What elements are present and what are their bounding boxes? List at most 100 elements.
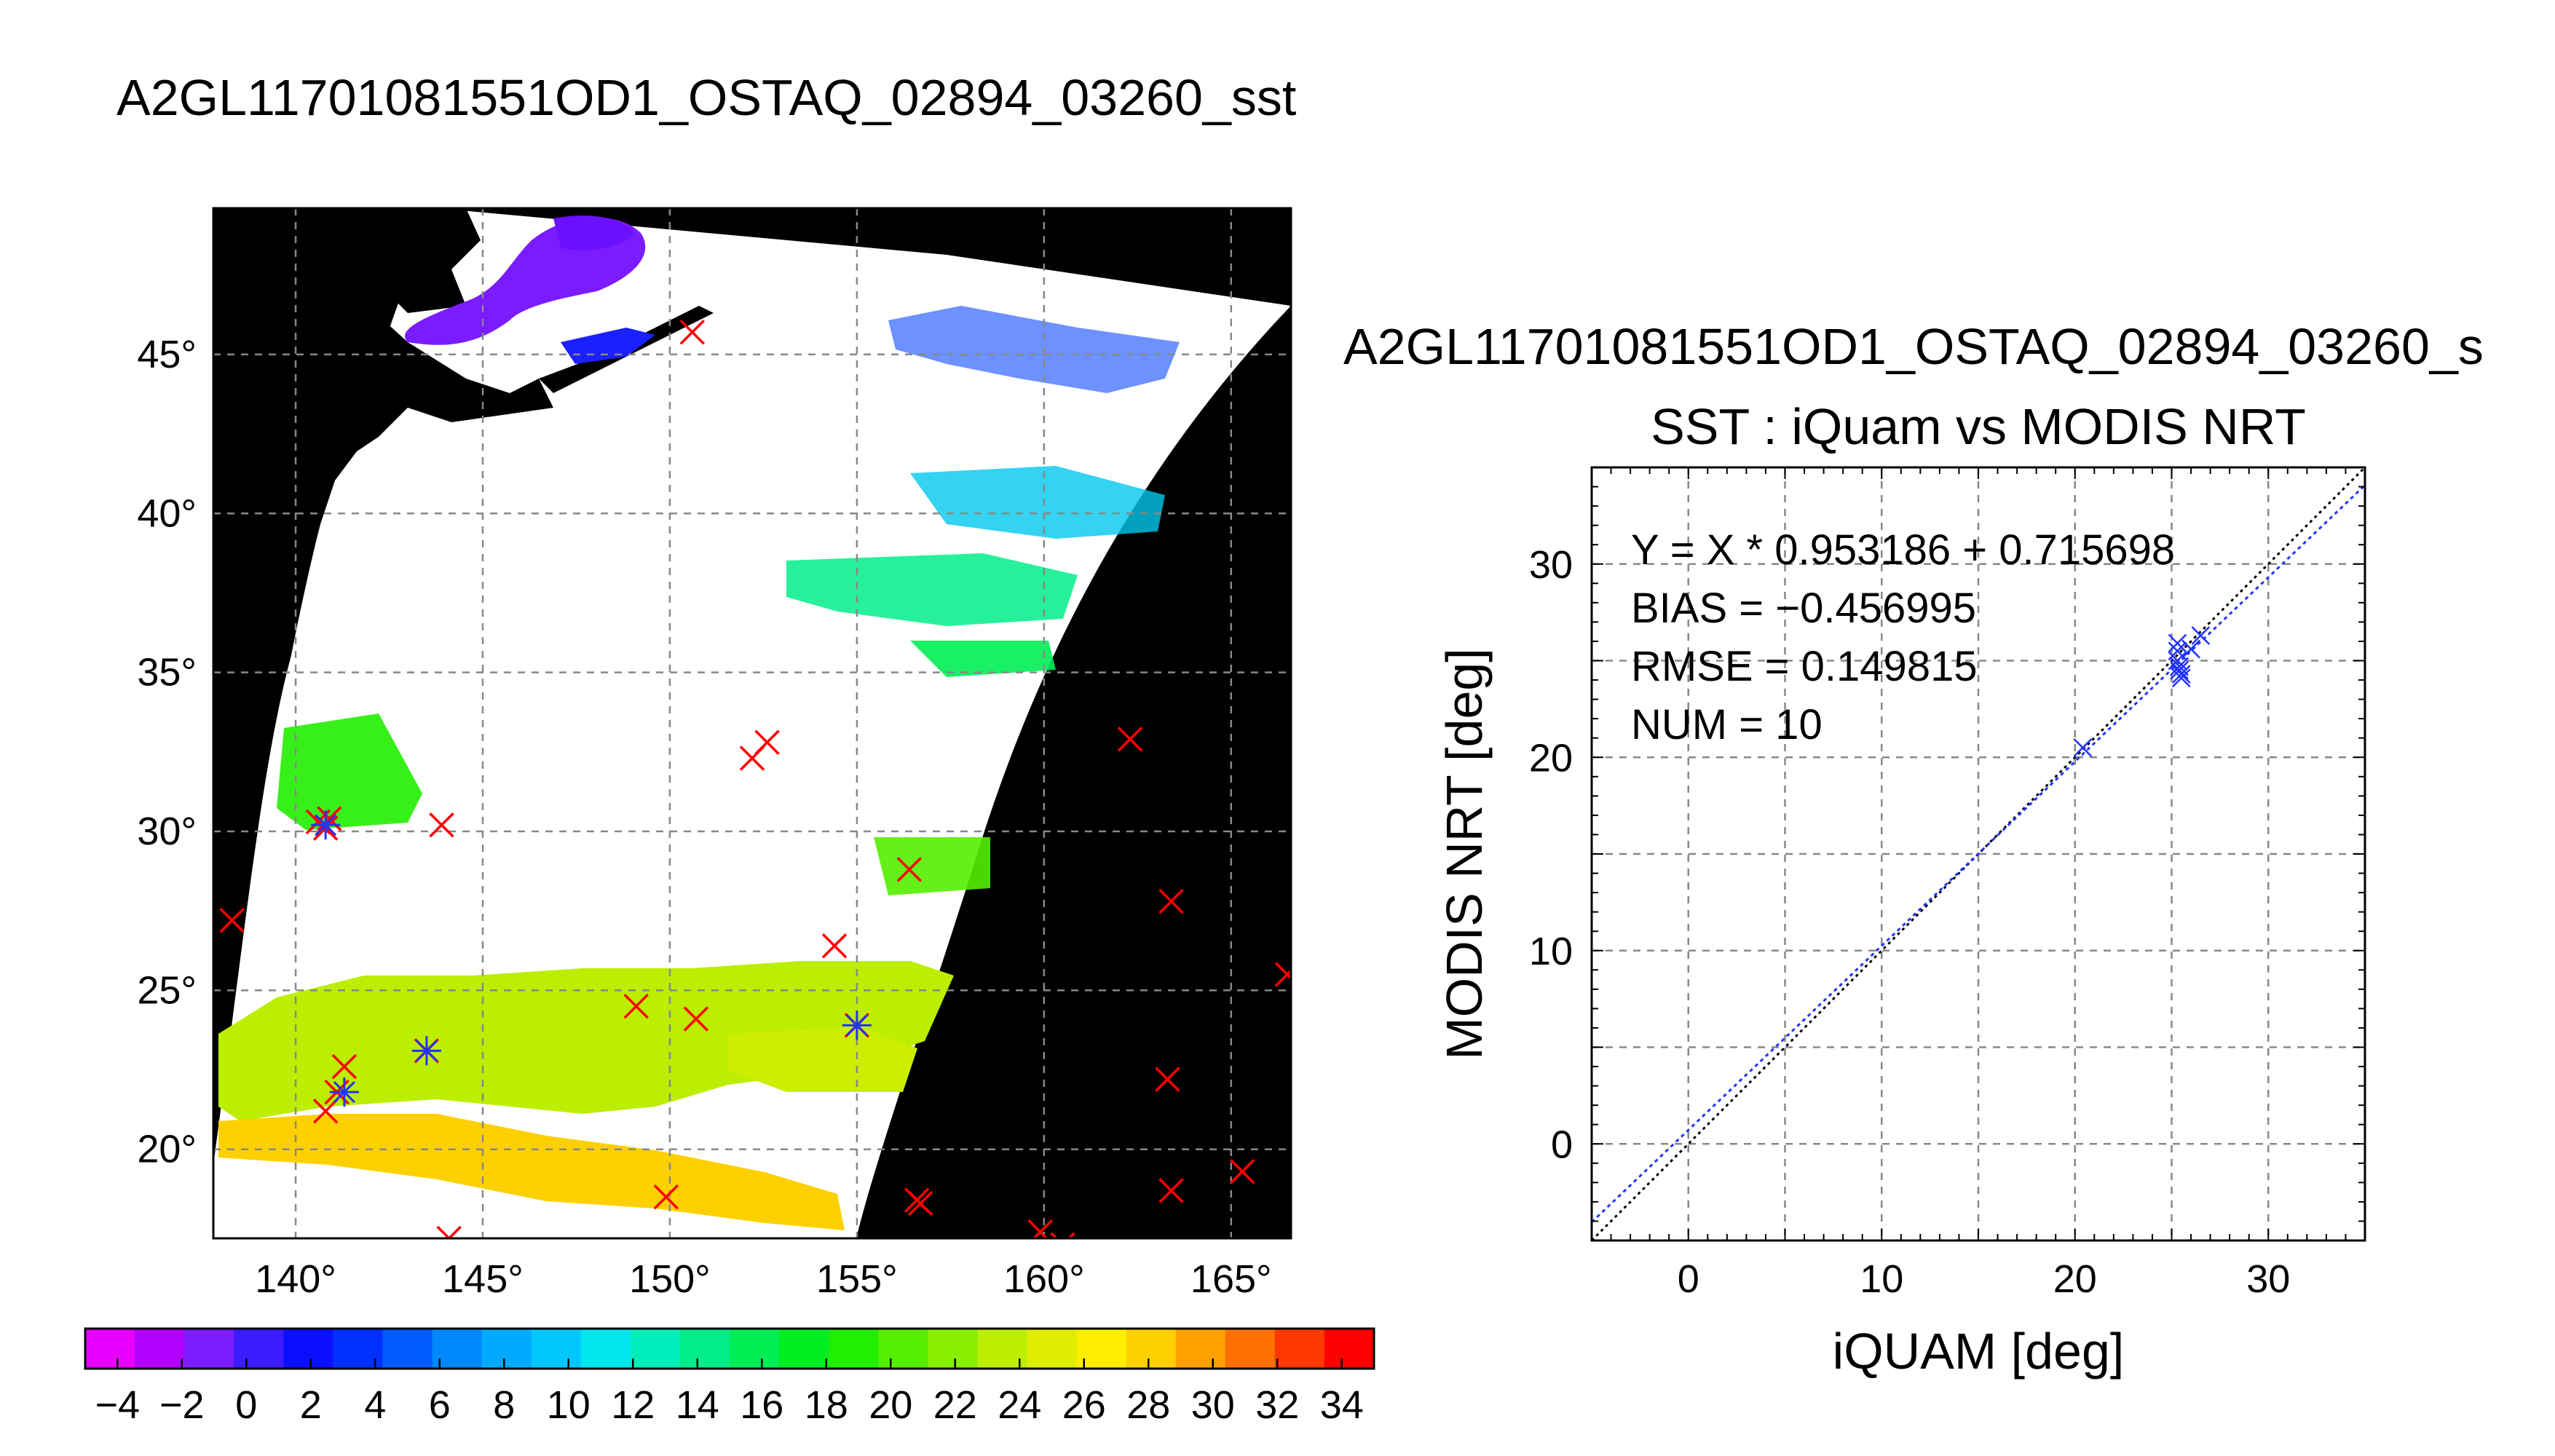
stats-bias: BIAS = −0.456995 — [1631, 585, 1976, 632]
scatter-point — [2170, 660, 2189, 680]
sst-hot-band — [218, 1114, 845, 1230]
map-match-marker-stroke — [908, 1190, 933, 1216]
map-matched-marker — [842, 1010, 872, 1040]
map-match-marker — [623, 993, 649, 1019]
map-lon-tick-label: 160° — [1003, 1257, 1085, 1301]
map-matched-marker — [311, 810, 341, 840]
map-match-marker — [1229, 1159, 1255, 1184]
scatter-point — [2168, 633, 2187, 653]
scatter-x-tick-label: 10 — [1860, 1257, 1903, 1301]
map-match-marker-stroke — [1274, 968, 1291, 987]
scatter-x-tick-label: 20 — [2053, 1257, 2097, 1301]
scatter-point — [2171, 668, 2191, 688]
colorbar-tick-label: 16 — [740, 1383, 783, 1427]
scatter-x-tick-labels: 0 10 20 30 — [1678, 1257, 2291, 1301]
colorbar-tick-label: −4 — [95, 1383, 140, 1427]
map-match-marker-stroke — [754, 729, 780, 755]
sst-mid-band-1 — [786, 553, 1078, 626]
scatter-point-stroke — [2073, 738, 2093, 757]
colorbar-cell — [1027, 1329, 1078, 1369]
colorbar-cell — [1175, 1329, 1226, 1369]
map-match-marker-stroke — [429, 812, 454, 838]
map-match-marker-stroke — [1158, 1178, 1184, 1203]
colorbar-tick-label: −2 — [159, 1383, 205, 1427]
map-match-marker — [436, 1225, 462, 1238]
map-lon-labels: 140° 145° 150° 155° 160° 165° — [255, 1257, 1271, 1301]
sst-cold-okhotsk-2 — [553, 215, 633, 250]
map-match-marker-stroke — [1229, 1159, 1255, 1184]
scatter-minor-ticks — [1591, 467, 2366, 1241]
map-match-marker — [683, 1006, 709, 1032]
map-match-marker-stroke — [679, 320, 706, 345]
colorbar-cell — [1225, 1329, 1276, 1369]
map-match-marker-stroke — [1155, 1067, 1180, 1092]
colorbar-tick-label: 2 — [300, 1383, 322, 1427]
scatter-point — [2171, 665, 2191, 684]
map-match-marker — [219, 908, 245, 933]
colorbar-cell — [730, 1329, 780, 1369]
map-match-marker-stroke — [653, 1184, 679, 1210]
x-axis-label: iQUAM [deg] — [1833, 1323, 2125, 1380]
scatter-x-tick-label: 0 — [1678, 1257, 1699, 1301]
stats-regression: Y = X * 0.953186 + 0.715698 — [1631, 526, 2175, 574]
colorbar-cell — [878, 1329, 928, 1369]
sst-cool-band-1 — [910, 466, 1165, 539]
map-lon-tick-label: 145° — [442, 1257, 524, 1301]
map-match-marker-stroke — [1067, 1232, 1075, 1238]
scatter-y-tick-labels: 0 10 20 30 — [1529, 543, 1573, 1167]
map-match-marker-stroke — [447, 1225, 462, 1238]
map-match-marker — [908, 1190, 933, 1216]
colorbar-cell — [1274, 1329, 1325, 1369]
stats-num: NUM = 10 — [1631, 701, 1823, 748]
colorbar-cell — [283, 1329, 333, 1369]
map-matched-marker-stroke — [845, 1014, 868, 1037]
map-match-marker — [1158, 888, 1184, 914]
scatter-y-tick-label: 20 — [1529, 736, 1573, 780]
colorbar-tick-label: 24 — [998, 1383, 1041, 1427]
scatter-point — [2073, 738, 2093, 757]
map-match-marker-stroke — [1050, 1232, 1059, 1238]
map-frame — [212, 207, 1292, 1240]
map-match-marker — [1050, 1232, 1075, 1238]
colorbar-cell — [1126, 1329, 1177, 1369]
colorbar-tick-label: 18 — [805, 1383, 848, 1427]
map-match-marker-stroke — [623, 993, 649, 1019]
colorbar-tick-label: 22 — [933, 1383, 977, 1427]
colorbar-cell — [928, 1329, 978, 1369]
map-match-marker-stroke — [312, 1099, 339, 1124]
colorbar-frame — [84, 1327, 1375, 1370]
map-match-marker-stroke — [317, 806, 342, 831]
map-match-marker — [312, 1099, 339, 1124]
colorbar-cell — [481, 1329, 532, 1369]
colorbar-tick-label: 12 — [611, 1383, 655, 1427]
scatter-points — [2073, 626, 2211, 757]
colorbar-cell — [135, 1329, 185, 1369]
map-match-marker — [1158, 1178, 1184, 1203]
map-matched-marker-stroke — [315, 814, 337, 836]
figure-title: A2GL11701081551OD1_OSTAQ_02894_03260_sst — [117, 69, 1296, 126]
map-land-hokkaido — [379, 208, 481, 313]
scatter-point-stroke — [2171, 668, 2191, 688]
colorbar-tick-label: 28 — [1126, 1383, 1170, 1427]
map-match-marker — [653, 1184, 679, 1210]
map-match-marker — [331, 1053, 358, 1080]
map-match-marker-stroke — [1032, 1219, 1053, 1238]
map-match-marker-stroke — [896, 857, 923, 882]
colorbar-tick-label: 8 — [493, 1383, 515, 1427]
map-lat-labels: 20° 25° 30° 35° 40° 45° — [137, 333, 197, 1171]
scatter-point-stroke — [2168, 651, 2187, 670]
colorbar-tick-label: 20 — [869, 1383, 912, 1427]
map-match-markers — [219, 320, 1291, 1238]
colorbar-tick-label: 4 — [364, 1383, 386, 1427]
scatter-x-tick-label: 30 — [2246, 1257, 2290, 1301]
map-match-marker — [896, 857, 923, 882]
y-axis-label: MODIS NRT [deg] — [1436, 648, 1493, 1059]
sst-map-panel: 140° 145° 150° 155° 160° 165° 20° 25° 30° 35° 40°… — [137, 207, 1292, 1301]
map-lat-tick-label: 25° — [137, 968, 197, 1012]
scatter-header: A2GL11701081551OD1_OSTAQ_02894_03260_s — [1343, 318, 2484, 375]
scatter-point-stroke — [2168, 641, 2187, 661]
map-match-marker — [821, 933, 848, 959]
scatter-y-tick-label: 10 — [1529, 930, 1573, 973]
colorbar-cell — [1324, 1329, 1375, 1369]
